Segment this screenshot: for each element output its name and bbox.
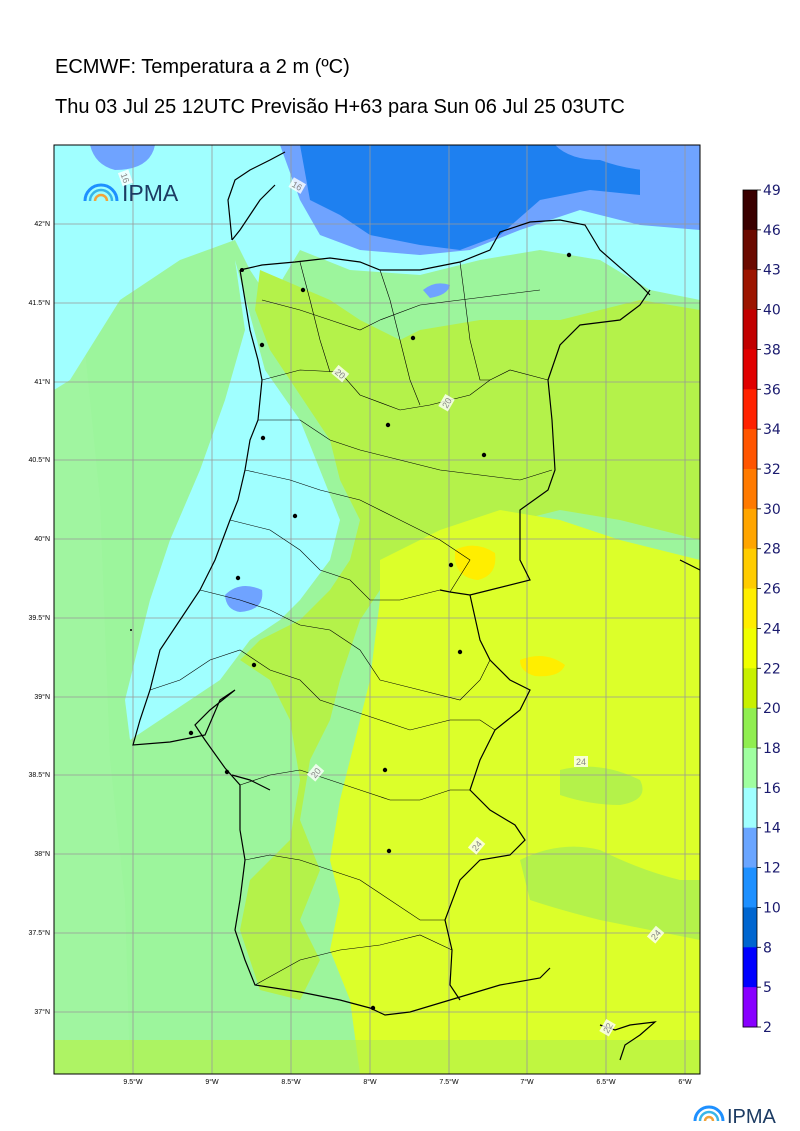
contour-label: 22 <box>599 1018 616 1037</box>
lon-label: 6.5°W <box>596 1078 616 1086</box>
colorbar-label: 32 <box>763 462 781 478</box>
colorbar-segment <box>743 469 757 510</box>
colorbar: 49 46 43 40 38 36 34 32 30 28 26 24 22 20 18 16 14 12 10 8 5… <box>742 183 781 1036</box>
colorbar-label: 36 <box>763 382 781 398</box>
colorbar-segment <box>743 389 757 430</box>
svg-text:20: 20 <box>440 396 454 410</box>
svg-text:24: 24 <box>576 757 586 767</box>
colorbar-segment <box>743 947 757 988</box>
footer-logo-text: IPMA <box>727 1106 777 1128</box>
lat-label: 37°N <box>34 1008 50 1016</box>
colorbar-label: 28 <box>763 542 781 558</box>
svg-text:24: 24 <box>649 928 663 942</box>
svg-text:22: 22 <box>601 1021 615 1035</box>
colorbar-label: 12 <box>763 861 781 877</box>
colorbar-label: 5 <box>763 980 772 996</box>
colorbar-label: 16 <box>763 781 781 797</box>
colorbar-label: 14 <box>763 821 781 837</box>
colorbar-label: 2 <box>763 1020 772 1036</box>
coastline <box>132 151 701 1061</box>
colorbar-segment <box>743 508 757 550</box>
lon-label: 6°W <box>678 1078 692 1086</box>
svg-text:16: 16 <box>290 179 304 193</box>
contour-label: 16 <box>117 169 134 187</box>
colorbar-label: 40 <box>763 303 781 319</box>
colorbar-segment <box>743 548 757 590</box>
colorbar-label: 34 <box>763 422 781 438</box>
contour-label: 24 <box>574 756 588 767</box>
lon-label: 7.5°W <box>439 1078 459 1086</box>
lat-label: 41°N <box>34 378 50 386</box>
lat-label: 39°N <box>34 693 50 701</box>
lat-label: 38.5°N <box>29 771 50 779</box>
map-title: ECMWF: Temperatura a 2 m (ºC) <box>55 56 350 78</box>
colorbar-frame <box>742 189 758 1028</box>
lat-label: 41.5°N <box>29 299 50 307</box>
colorbar-label: 49 <box>763 183 781 199</box>
svg-text:20: 20 <box>333 367 347 381</box>
longitude-labels: 9.5°W 9°W 8.5°W 8°W 7.5°W 7°W 6.5°W 6°W <box>123 1078 692 1086</box>
ipma-logo: IPMA <box>83 180 179 206</box>
svg-text:20: 20 <box>309 766 323 780</box>
contour-label: 24 <box>467 836 486 855</box>
svg-text:24: 24 <box>470 839 484 853</box>
lon-label: 8.5°W <box>281 1078 301 1086</box>
colorbar-segment <box>743 229 757 271</box>
colorbar-segment <box>743 708 757 749</box>
colorbar-segment <box>743 787 757 829</box>
colorbar-label: 22 <box>763 661 781 677</box>
colorbar-segment <box>743 867 757 908</box>
logo-text: IPMA <box>122 180 179 206</box>
contour-labels: 16 16 20 20 20 24 24 24 22 <box>117 169 665 1037</box>
colorbar-label: 20 <box>763 701 781 717</box>
map-frame <box>53 144 701 1075</box>
lat-label: 38°N <box>34 850 50 858</box>
contour-label: 20 <box>331 364 350 383</box>
colorbar-segment <box>743 269 757 311</box>
district-borders <box>149 261 553 986</box>
temperature-field <box>54 145 700 1074</box>
latitude-labels: 42°N 41.5°N 41°N 40.5°N 40°N 39.5°N 39°N 38.5°N… <box>29 220 50 1016</box>
colorbar-label: 24 <box>763 621 781 637</box>
lon-label: 7°W <box>520 1078 534 1086</box>
colorbar-segment <box>743 748 757 789</box>
colorbar-segment <box>743 668 757 709</box>
colorbar-label: 10 <box>763 900 781 916</box>
colorbar-segment <box>743 987 757 1028</box>
colorbar-label: 26 <box>763 582 781 598</box>
city-markers <box>130 252 572 1011</box>
colorbar-segment <box>743 628 757 669</box>
lat-label: 40.5°N <box>29 456 50 464</box>
contour-label: 20 <box>306 763 325 782</box>
colorbar-label: 30 <box>763 502 781 518</box>
lon-label: 9°W <box>205 1078 219 1086</box>
colorbar-label: 38 <box>763 342 781 358</box>
lon-label: 9.5°W <box>123 1078 143 1086</box>
lat-lon-grid <box>54 145 700 1074</box>
colorbar-segment <box>743 588 757 629</box>
svg-text:16: 16 <box>119 172 132 185</box>
colorbar-segment <box>743 429 757 470</box>
colorbar-label: 18 <box>763 741 781 757</box>
map-subtitle: Thu 03 Jul 25 12UTC Previsão H+63 para S… <box>55 96 625 118</box>
colorbar-segment <box>743 309 757 350</box>
lat-label: 37.5°N <box>29 929 50 937</box>
lat-label: 40°N <box>34 535 50 543</box>
colorbar-segment <box>743 349 757 390</box>
footer-ipma-logo: IPMA <box>693 1105 777 1128</box>
colorbar-label: 46 <box>763 223 781 239</box>
colorbar-label: 8 <box>763 940 772 956</box>
lon-label: 8°W <box>363 1078 377 1086</box>
colorbar-segment <box>743 907 757 948</box>
colorbar-label: 43 <box>763 263 781 279</box>
contour-label: 24 <box>646 925 665 944</box>
contour-label: 16 <box>288 177 307 194</box>
colorbar-segment <box>743 827 757 869</box>
colorbar-segment <box>743 190 757 231</box>
lat-label: 42°N <box>34 220 50 228</box>
contour-label: 20 <box>438 393 455 412</box>
lat-label: 39.5°N <box>29 614 50 622</box>
